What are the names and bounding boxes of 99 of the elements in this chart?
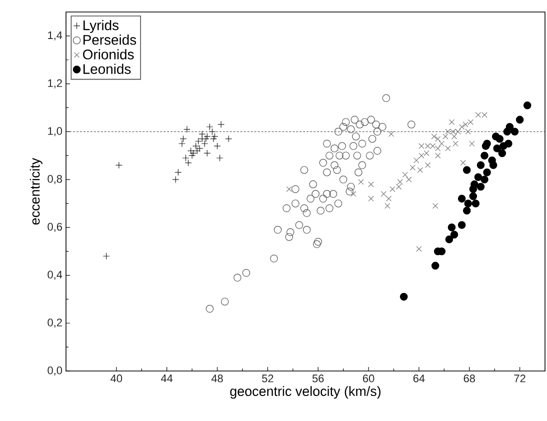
point <box>115 162 122 169</box>
point <box>472 200 480 208</box>
point <box>397 179 403 185</box>
x-tick-label: 56 <box>312 374 324 382</box>
point <box>194 138 202 145</box>
x-tick-label: 68 <box>464 374 475 382</box>
point <box>210 135 217 142</box>
point <box>225 135 232 142</box>
point <box>174 168 182 176</box>
point <box>286 186 292 192</box>
point <box>416 246 422 252</box>
point <box>496 134 504 143</box>
point <box>402 172 408 178</box>
point <box>417 167 424 173</box>
point <box>451 134 458 140</box>
point <box>523 101 532 110</box>
point <box>462 206 471 215</box>
point <box>400 292 408 301</box>
point <box>180 135 187 142</box>
point <box>442 134 448 140</box>
y-tick-label: 1,2 <box>48 79 62 88</box>
y-tick-label: 0,4 <box>48 270 62 280</box>
point <box>218 120 225 128</box>
point <box>445 146 451 152</box>
point <box>384 203 390 209</box>
point <box>458 124 465 130</box>
point <box>480 152 488 160</box>
legend-label: Leonids <box>83 64 131 74</box>
point <box>476 161 485 170</box>
point <box>469 185 478 193</box>
point <box>396 184 402 190</box>
point <box>448 224 456 232</box>
point <box>388 131 394 137</box>
point <box>435 152 441 158</box>
point <box>445 235 454 244</box>
y-tick-label: 0,2 <box>48 318 62 328</box>
x-tick-label: 44 <box>161 374 173 382</box>
point <box>474 173 482 182</box>
point <box>380 191 386 197</box>
point <box>458 194 466 203</box>
point <box>462 166 471 174</box>
point <box>386 196 392 202</box>
point <box>178 140 186 148</box>
point <box>414 158 420 164</box>
x-axis-title: geocentric velocity (km/s) <box>230 386 380 399</box>
point <box>493 144 501 152</box>
point <box>504 140 512 148</box>
point <box>476 182 485 191</box>
point <box>431 262 440 270</box>
point <box>102 252 110 260</box>
point <box>204 150 211 157</box>
point <box>498 149 506 158</box>
point <box>435 136 441 142</box>
point <box>196 144 204 152</box>
point <box>469 140 475 146</box>
point <box>483 168 491 176</box>
point <box>510 128 519 136</box>
point <box>516 116 524 124</box>
legend-label: Orionids <box>83 49 134 60</box>
point <box>368 196 374 202</box>
legend-label: Perseids <box>83 34 136 45</box>
point <box>448 119 455 125</box>
y-tick-label: 1,0 <box>48 127 62 136</box>
point <box>390 186 396 192</box>
point <box>489 161 498 170</box>
y-tick-label: 0,6 <box>48 222 62 232</box>
point <box>458 221 466 229</box>
x-tick-label: 72 <box>514 374 526 382</box>
y-axis-title: eccentricity <box>30 158 42 225</box>
point <box>172 176 180 184</box>
point <box>424 162 431 168</box>
point <box>214 142 221 150</box>
point <box>406 176 412 182</box>
point <box>465 128 471 134</box>
point <box>432 203 438 209</box>
point <box>190 150 197 157</box>
point <box>480 176 488 184</box>
point <box>469 192 478 200</box>
point <box>450 230 458 238</box>
x-tick-label: 64 <box>413 374 425 382</box>
point <box>184 126 190 133</box>
point <box>431 134 437 140</box>
x-tick-label: 48 <box>211 374 223 382</box>
point <box>216 154 224 162</box>
legend-label: Lyrids <box>83 20 119 33</box>
y-tick-label: 0,8 <box>48 175 62 184</box>
point <box>368 181 374 188</box>
point <box>452 140 458 146</box>
point <box>358 179 364 185</box>
point <box>410 164 416 170</box>
point <box>506 122 514 131</box>
point <box>464 200 472 208</box>
x-tick-label: 40 <box>110 374 122 382</box>
x-tick-label: 60 <box>362 374 374 382</box>
y-tick-label: 1,4 <box>48 31 62 40</box>
x-tick-label: 52 <box>262 374 274 382</box>
point <box>460 160 466 166</box>
y-tick-label: 0,0 <box>48 366 62 376</box>
point <box>438 140 444 146</box>
